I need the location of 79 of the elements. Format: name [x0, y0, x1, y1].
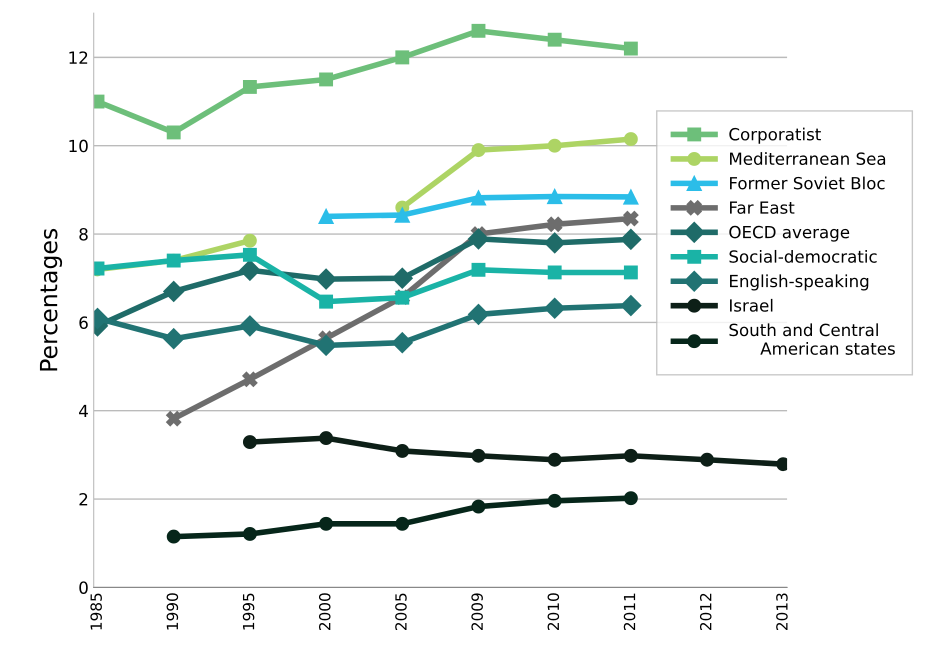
point: [548, 266, 562, 280]
x-tick-label: 2010: [548, 593, 560, 630]
point: [395, 516, 410, 531]
point: [544, 298, 566, 319]
x-tick-label: 2013: [776, 593, 788, 630]
point: [624, 132, 638, 146]
legend-label: OECD average: [729, 226, 850, 242]
point: [242, 248, 257, 262]
point: [394, 207, 410, 223]
point: [242, 435, 257, 450]
point: [319, 294, 334, 309]
point: [239, 260, 260, 281]
point: [623, 189, 639, 205]
point: [470, 190, 486, 206]
y-tick-label: 8: [79, 228, 88, 241]
point: [472, 143, 486, 158]
point: [700, 452, 714, 467]
point: [624, 491, 638, 506]
point: [472, 262, 486, 277]
x-tick-label: 2012: [700, 594, 712, 630]
point: [318, 208, 334, 224]
x-tick-label: 1995: [242, 594, 254, 630]
legend-label: Social-democratic: [730, 250, 877, 263]
point: [548, 452, 562, 467]
point: [166, 530, 181, 544]
point: [242, 372, 258, 387]
point: [392, 268, 413, 289]
point: [548, 494, 562, 508]
point: [163, 280, 184, 302]
point: [624, 448, 638, 463]
point: [395, 444, 410, 458]
legend-label: Corporatist: [729, 128, 821, 144]
legend-label: South and Central American states: [730, 323, 895, 355]
point: [623, 210, 639, 226]
point: [319, 72, 334, 86]
point: [242, 527, 257, 541]
point: [316, 334, 337, 356]
point: [468, 304, 490, 325]
point: [319, 516, 334, 531]
point: [544, 232, 566, 254]
y-tick-label: 2: [79, 493, 88, 506]
point: [163, 328, 184, 350]
x-tick-label: 2011: [624, 594, 636, 630]
point: [472, 24, 486, 38]
x-tick-label: 1990: [166, 593, 178, 630]
point: [620, 228, 642, 250]
x-tick-label: 2000: [318, 593, 331, 630]
y-tick-label: 6: [79, 316, 88, 329]
point: [166, 411, 182, 426]
point: [624, 266, 638, 280]
point: [166, 126, 181, 140]
legend-label: English-speaking: [730, 274, 868, 291]
y-tick-label: 10: [69, 140, 88, 152]
legend-label: Mediterranean Sea: [730, 152, 886, 165]
point: [548, 138, 562, 153]
y-tick-label: 0: [79, 581, 88, 594]
y-axis-title: Percentages: [40, 228, 62, 371]
x-tick-label: 2005: [395, 594, 407, 630]
y-tick-label: 12: [69, 51, 88, 64]
point: [392, 332, 413, 354]
point: [624, 42, 638, 56]
point: [547, 188, 562, 204]
point: [468, 228, 490, 250]
legend-label: Far East: [730, 202, 794, 214]
point: [319, 431, 334, 446]
legend-label: Former Soviet Bloc: [730, 176, 885, 190]
point: [548, 32, 562, 47]
y-tick-label: 4: [79, 404, 88, 418]
point: [395, 50, 410, 64]
x-tick-label: 2009: [471, 593, 483, 630]
point: [242, 80, 257, 94]
x-tick-label: 1985: [90, 594, 102, 630]
point: [547, 216, 562, 232]
point: [239, 315, 260, 336]
point: [472, 500, 486, 514]
point: [472, 448, 486, 463]
legend-label: Israel: [730, 298, 772, 312]
point: [242, 234, 257, 248]
point: [620, 295, 642, 316]
